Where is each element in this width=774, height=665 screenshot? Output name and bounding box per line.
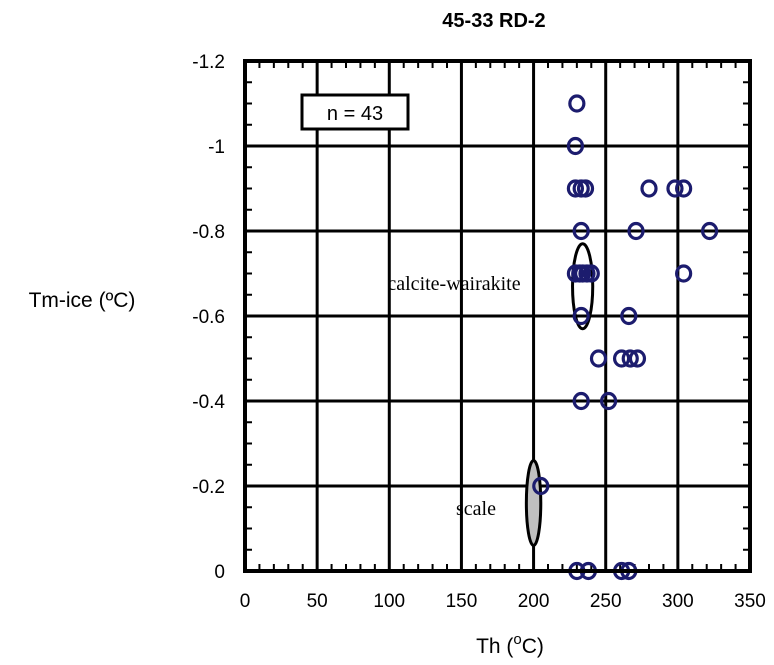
data-point <box>566 179 585 198</box>
data-point <box>532 476 550 496</box>
chart-title: 45-33 RD-2 <box>442 10 545 32</box>
data-point <box>628 349 647 368</box>
y-tick-label: -0.2 <box>192 477 225 498</box>
scale-ellipse <box>524 459 543 547</box>
y-tick-labels: 0 -0.2 -0.4 -0.6 -0.8 -1 -1.2 <box>192 52 225 583</box>
data-point <box>582 264 600 283</box>
data-point <box>666 179 684 198</box>
x-tick-label: 0 <box>240 591 251 612</box>
data-points <box>532 94 719 581</box>
x-axis-label: Th (oC) <box>476 631 544 658</box>
x-tick-label: 100 <box>373 591 405 612</box>
n-count-label: n = 43 <box>327 103 383 125</box>
scale-label: scale <box>456 498 496 520</box>
data-point <box>621 349 639 368</box>
data-point <box>572 306 590 326</box>
data-point <box>612 349 631 368</box>
y-tick-label: -0.8 <box>192 222 225 243</box>
calcite-wairakite-ellipse <box>571 242 595 331</box>
data-point <box>620 306 638 326</box>
data-point <box>700 221 719 241</box>
data-point <box>599 391 618 411</box>
x-tick-label: 200 <box>518 591 550 612</box>
x-tick-labels: 0 50 100 150 200 250 300 350 <box>240 591 766 612</box>
calcite-wairakite-label: calcite-wairakite <box>387 273 520 295</box>
y-tick-label: -1 <box>208 137 225 158</box>
data-point <box>589 349 608 368</box>
data-point <box>627 221 645 241</box>
data-point <box>675 264 693 283</box>
data-point <box>572 221 590 241</box>
y-tick-label: -1.2 <box>192 52 225 73</box>
data-point <box>568 94 586 113</box>
y-axis-label: Tm-ice (ºC) <box>29 289 136 312</box>
n-box: n = 43 <box>300 93 410 131</box>
data-point <box>576 179 595 198</box>
y-tick-label: 0 <box>214 562 225 583</box>
plot-frame <box>243 59 752 573</box>
x-tick-label: 300 <box>662 591 694 612</box>
x-axis-label-sup: o <box>513 631 521 648</box>
y-tick-label: -0.6 <box>192 307 225 328</box>
data-point <box>640 179 658 198</box>
data-point <box>566 136 585 156</box>
x-tick-label: 150 <box>446 591 478 612</box>
grid <box>243 59 752 573</box>
x-tick-label: 250 <box>590 591 622 612</box>
x-tick-label: 50 <box>307 591 328 612</box>
ellipses <box>524 242 595 547</box>
data-point <box>572 391 590 411</box>
x-axis-label-suffix: C) <box>522 635 544 658</box>
x-tick-label: 350 <box>734 591 766 612</box>
y-tick-label: -0.4 <box>192 392 225 413</box>
x-axis-label-prefix: Th ( <box>476 635 513 658</box>
data-point <box>675 179 693 198</box>
